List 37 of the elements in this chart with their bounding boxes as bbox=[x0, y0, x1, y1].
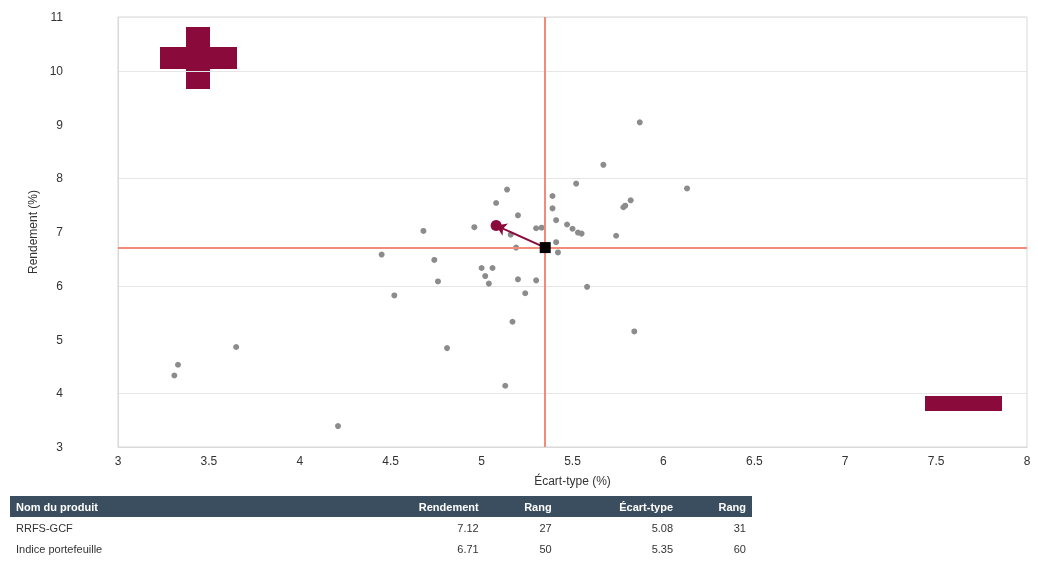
text: 60 bbox=[732, 541, 747, 557]
text: Rendement bbox=[352, 496, 485, 517]
text: 27 bbox=[538, 520, 553, 536]
text: Rang bbox=[679, 496, 752, 517]
x-axis-title: Écart-type (%) bbox=[534, 473, 611, 488]
x-tick-label: 7 bbox=[841, 454, 849, 468]
x-tick-label: 6.5 bbox=[745, 454, 763, 468]
text: 31 bbox=[732, 520, 747, 536]
text: Nom du produit bbox=[10, 496, 352, 517]
text: Rang bbox=[484, 496, 558, 517]
x-tick-label: 4.5 bbox=[382, 454, 400, 468]
text: 5.08 bbox=[650, 520, 675, 536]
y-tick-label: 4 bbox=[56, 386, 64, 401]
x-tick-label: 3 bbox=[114, 454, 122, 468]
y-tick-label: 7 bbox=[56, 225, 64, 239]
text: RRFS-GCF bbox=[15, 520, 74, 536]
text: 6.71 bbox=[456, 541, 480, 557]
y-tick-label: 11 bbox=[50, 10, 64, 24]
text: 5.35 bbox=[650, 541, 675, 557]
text: 7.12 bbox=[456, 520, 480, 536]
text: 50 bbox=[538, 541, 553, 557]
y-tick-label: 10 bbox=[49, 63, 64, 78]
text: Indice portefeuille bbox=[15, 541, 104, 557]
y-tick-label: 5 bbox=[56, 332, 64, 347]
y-axis-title: Rendement (%) bbox=[25, 189, 40, 275]
x-tick-label: 8 bbox=[1023, 454, 1031, 468]
y-tick-label: 9 bbox=[56, 117, 64, 132]
y-tick-label: 3 bbox=[56, 440, 64, 454]
text: Écart-type bbox=[557, 496, 680, 517]
y-tick-label: 8 bbox=[56, 171, 64, 186]
x-tick-label: 5.5 bbox=[564, 454, 582, 468]
x-tick-label: 5 bbox=[478, 454, 486, 468]
x-tick-label: 3.5 bbox=[200, 454, 218, 468]
x-tick-label: 6 bbox=[660, 454, 668, 468]
x-tick-label: 7.5 bbox=[927, 454, 945, 468]
y-tick-label: 6 bbox=[56, 278, 64, 293]
x-tick-label: 4 bbox=[296, 454, 304, 468]
